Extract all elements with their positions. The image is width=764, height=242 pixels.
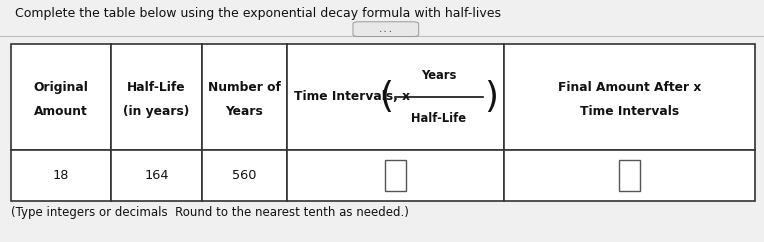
Text: Half-Life: Half-Life [412,112,466,125]
Bar [111,150,202,201]
Bar [202,150,286,201]
Text: Number of: Number of [208,81,281,94]
Text: Original: Original [34,81,89,94]
FancyBboxPatch shape [353,22,419,37]
Bar [286,150,504,201]
Text: ...: ... [377,24,394,34]
Bar [11,44,111,150]
Bar [11,150,111,201]
Bar [619,160,640,191]
Text: (Type integers or decimals  Round to the nearest tenth as needed.): (Type integers or decimals Round to the … [11,206,410,219]
Bar [504,44,755,150]
Text: Years: Years [421,68,457,82]
Bar [385,160,406,191]
Text: Amount: Amount [34,105,88,118]
Text: Time Intervals, x: Time Intervals, x [294,90,410,103]
Bar [504,150,755,201]
Text: Final Amount After x: Final Amount After x [558,81,701,94]
Text: ): ) [484,80,498,114]
Text: Complete the table below using the exponential decay formula with half-lives: Complete the table below using the expon… [15,7,501,20]
Bar [202,44,286,150]
Bar [286,44,504,150]
Text: Time Intervals: Time Intervals [580,105,679,118]
Text: 164: 164 [144,169,169,182]
Text: (in years): (in years) [124,105,189,118]
Text: 18: 18 [53,169,70,182]
Text: (: ( [380,80,394,114]
Text: 560: 560 [232,169,257,182]
Text: Years: Years [225,105,264,118]
Bar [111,44,202,150]
Text: Half-Life: Half-Life [128,81,186,94]
